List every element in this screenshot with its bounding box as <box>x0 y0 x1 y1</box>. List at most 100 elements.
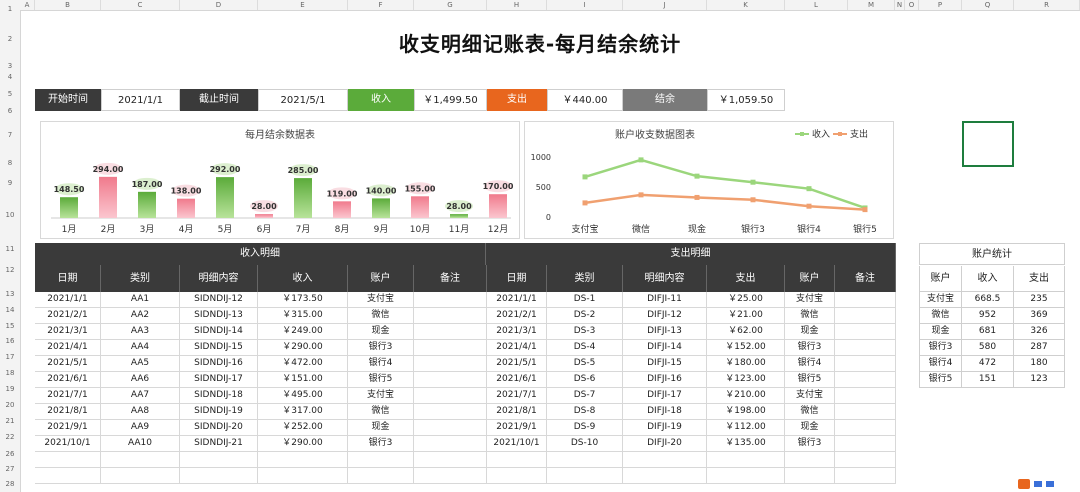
expense-table-cell[interactable]: DS-10 <box>547 436 623 452</box>
expense-table-cell[interactable] <box>623 468 707 484</box>
income-table-cell[interactable]: SIDNDIJ-15 <box>180 340 258 356</box>
expense-table-cell[interactable]: DIFJI-12 <box>623 308 707 324</box>
row-number-16[interactable]: 16 <box>5 337 15 345</box>
column-letter-C[interactable]: C <box>101 0 180 10</box>
income-table-cell[interactable]: SIDNDIJ-16 <box>180 356 258 372</box>
income-table-cell[interactable]: SIDNDIJ-17 <box>180 372 258 388</box>
income-table-cell[interactable]: 现金 <box>348 324 414 340</box>
income-table-cell[interactable]: ￥249.00 <box>258 324 348 340</box>
expense-table-cell[interactable]: ￥152.00 <box>707 340 785 356</box>
income-table-cell[interactable] <box>348 452 414 468</box>
row-number-8[interactable]: 8 <box>7 159 13 167</box>
expense-table-cell[interactable]: DIFJI-11 <box>623 292 707 308</box>
income-table-cell[interactable]: 支付宝 <box>348 388 414 404</box>
income-table-cell[interactable]: AA4 <box>101 340 180 356</box>
income-table-cell[interactable]: ￥495.00 <box>258 388 348 404</box>
income-table-cell[interactable]: 银行3 <box>348 436 414 452</box>
income-table-cell[interactable]: 银行5 <box>348 372 414 388</box>
row-number-3[interactable]: 3 <box>7 62 13 70</box>
row-number-26[interactable]: 26 <box>5 450 15 458</box>
income-table-cell[interactable] <box>414 292 487 308</box>
expense-table-cell[interactable]: ￥21.00 <box>707 308 785 324</box>
income-table-cell[interactable] <box>414 324 487 340</box>
row-number-10[interactable]: 10 <box>5 211 15 219</box>
income-table-cell[interactable]: 2021/8/1 <box>35 404 101 420</box>
income-table-cell[interactable]: 银行3 <box>348 340 414 356</box>
expense-table-cell[interactable]: ￥25.00 <box>707 292 785 308</box>
expense-table-cell[interactable]: 2021/9/1 <box>487 420 547 436</box>
income-table-cell[interactable]: SIDNDIJ-19 <box>180 404 258 420</box>
expense-table-cell[interactable] <box>487 468 547 484</box>
expense-table-cell[interactable]: DIFJI-20 <box>623 436 707 452</box>
expense-table-cell[interactable]: 2021/8/1 <box>487 404 547 420</box>
expense-table-cell[interactable]: ￥123.00 <box>707 372 785 388</box>
income-table-cell[interactable]: SIDNDIJ-21 <box>180 436 258 452</box>
income-table-cell[interactable] <box>414 340 487 356</box>
column-letter-P[interactable]: P <box>919 0 962 10</box>
row-number-18[interactable]: 18 <box>5 369 15 377</box>
account-table-cell[interactable]: 180 <box>1014 356 1065 372</box>
expense-table-cell[interactable]: DIFJI-15 <box>623 356 707 372</box>
income-table-cell[interactable] <box>348 468 414 484</box>
column-letter-K[interactable]: K <box>707 0 785 10</box>
expense-table-cell[interactable] <box>835 356 896 372</box>
expense-table-cell[interactable] <box>785 452 835 468</box>
income-table-cell[interactable]: 2021/6/1 <box>35 372 101 388</box>
expense-table-cell[interactable] <box>835 404 896 420</box>
row-number-5[interactable]: 5 <box>7 90 13 98</box>
income-table-cell[interactable]: 2021/7/1 <box>35 388 101 404</box>
income-table-cell[interactable] <box>101 452 180 468</box>
expense-table-cell[interactable] <box>835 452 896 468</box>
expense-table-cell[interactable]: DIFJI-16 <box>623 372 707 388</box>
income-table-cell[interactable] <box>414 452 487 468</box>
income-table-cell[interactable] <box>101 468 180 484</box>
expense-table-cell[interactable]: 微信 <box>785 308 835 324</box>
account-table-cell[interactable]: 952 <box>962 308 1014 324</box>
income-table-cell[interactable]: AA6 <box>101 372 180 388</box>
column-letter-H[interactable]: H <box>487 0 547 10</box>
expense-table-cell[interactable]: ￥198.00 <box>707 404 785 420</box>
expense-table-cell[interactable]: DS-3 <box>547 324 623 340</box>
expense-table-cell[interactable] <box>785 468 835 484</box>
income-table-cell[interactable]: AA5 <box>101 356 180 372</box>
expense-table-cell[interactable] <box>835 388 896 404</box>
row-number-17[interactable]: 17 <box>5 353 15 361</box>
expense-table-cell[interactable] <box>835 340 896 356</box>
income-table-cell[interactable]: 微信 <box>348 404 414 420</box>
income-table-cell[interactable]: ￥290.00 <box>258 436 348 452</box>
income-table-cell[interactable]: 现金 <box>348 420 414 436</box>
income-table-cell[interactable]: ￥173.50 <box>258 292 348 308</box>
income-table-cell[interactable] <box>35 452 101 468</box>
income-table-cell[interactable]: 2021/9/1 <box>35 420 101 436</box>
expense-table-cell[interactable]: 2021/1/1 <box>487 292 547 308</box>
row-number-20[interactable]: 20 <box>5 401 15 409</box>
income-table-cell[interactable] <box>180 468 258 484</box>
column-letter-Q[interactable]: Q <box>962 0 1014 10</box>
expense-table-cell[interactable]: 支付宝 <box>785 388 835 404</box>
account-table-cell[interactable]: 151 <box>962 372 1014 388</box>
expense-table-cell[interactable]: 2021/7/1 <box>487 388 547 404</box>
income-table-cell[interactable] <box>414 388 487 404</box>
income-table-cell[interactable]: SIDNDIJ-12 <box>180 292 258 308</box>
income-table-cell[interactable]: 2021/10/1 <box>35 436 101 452</box>
expense-table-cell[interactable]: 支付宝 <box>785 292 835 308</box>
row-number-19[interactable]: 19 <box>5 385 15 393</box>
column-letter-O[interactable]: O <box>905 0 919 10</box>
income-table-cell[interactable] <box>414 420 487 436</box>
income-table-cell[interactable]: SIDNDIJ-13 <box>180 308 258 324</box>
income-table-cell[interactable]: AA8 <box>101 404 180 420</box>
expense-table-cell[interactable]: DS-5 <box>547 356 623 372</box>
expense-table-cell[interactable]: 现金 <box>785 420 835 436</box>
expense-table-cell[interactable]: 2021/10/1 <box>487 436 547 452</box>
column-letter-D[interactable]: D <box>180 0 258 10</box>
income-table-cell[interactable] <box>35 468 101 484</box>
column-letter-R[interactable]: R <box>1014 0 1080 10</box>
expense-table-cell[interactable] <box>835 372 896 388</box>
expense-table-cell[interactable]: DIFJI-17 <box>623 388 707 404</box>
expense-table-cell[interactable]: DIFJI-19 <box>623 420 707 436</box>
income-table-cell[interactable] <box>414 436 487 452</box>
income-total-value[interactable]: ￥1,499.50 <box>414 89 487 111</box>
expense-table-cell[interactable] <box>547 468 623 484</box>
account-table-cell[interactable]: 580 <box>962 340 1014 356</box>
income-table-cell[interactable] <box>414 404 487 420</box>
